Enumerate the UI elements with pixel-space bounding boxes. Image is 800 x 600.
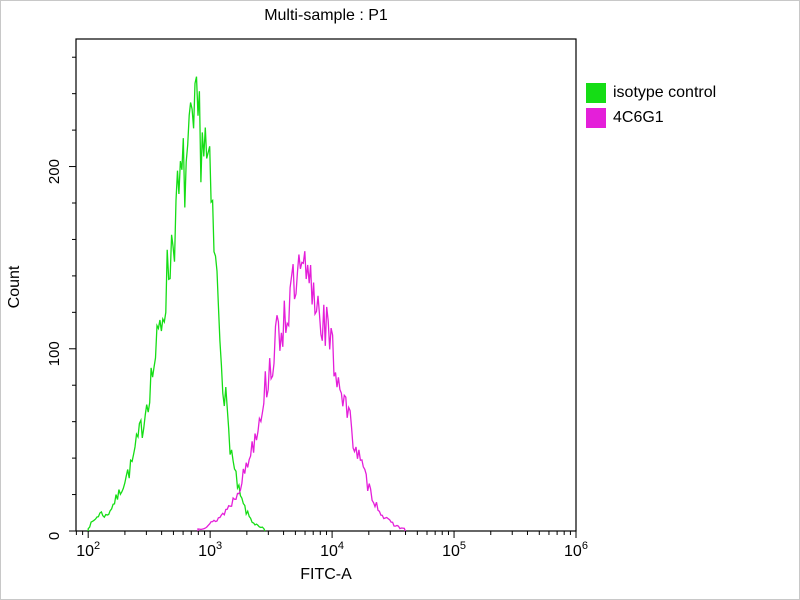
y-tick-labels: 0 100 200 — [46, 159, 63, 540]
x-axis-label: FITC-A — [300, 566, 352, 583]
x-tick-label: 103 — [198, 540, 222, 560]
x-tick-label: 102 — [76, 540, 100, 560]
legend-swatch-4c6g1 — [586, 108, 606, 128]
y-axis-ticks — [69, 56, 76, 532]
y-axis-label: Count — [6, 265, 23, 308]
y-tick-label: 200 — [46, 159, 63, 184]
y-tick-label: 100 — [46, 341, 63, 366]
legend-label-isotype-control: isotype control — [613, 84, 717, 101]
legend-swatch-isotype-control — [586, 83, 606, 103]
legend-label-4c6g1: 4C6G1 — [613, 109, 664, 126]
x-tick-label: 106 — [564, 540, 588, 560]
series-curves — [87, 76, 406, 532]
series-curve-4c6g1 — [197, 251, 406, 532]
legend-item: isotype control — [586, 83, 716, 103]
x-tick-labels: 102 103 104 105 106 — [76, 540, 588, 560]
legend-item: 4C6G1 — [586, 108, 716, 128]
plot-border — [75, 38, 577, 532]
x-axis-ticks — [75, 531, 577, 538]
x-tick-label: 105 — [442, 540, 466, 560]
chart-title: Multi-sample : P1 — [264, 7, 388, 24]
legend: isotype control 4C6G1 — [586, 83, 716, 128]
y-tick-label: 0 — [46, 532, 63, 540]
series-curve-isotype-control — [87, 76, 266, 532]
x-tick-label: 104 — [320, 540, 344, 560]
